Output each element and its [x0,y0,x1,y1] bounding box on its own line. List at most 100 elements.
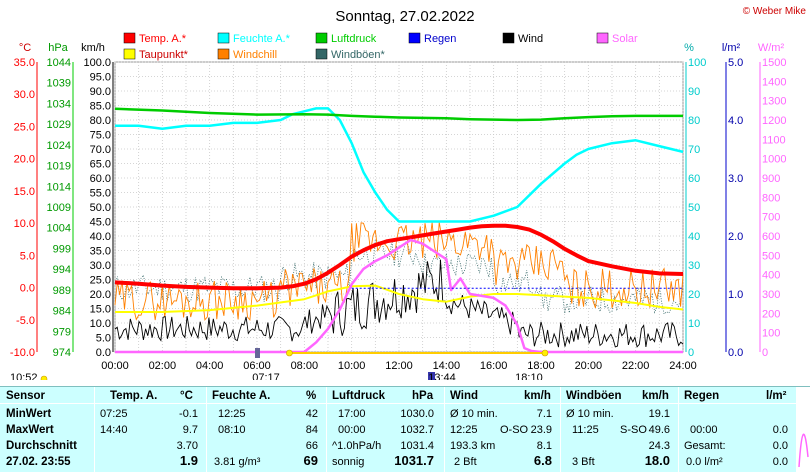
press-trend: ^1.0hPa/h [332,440,382,452]
hum-tick-label: 60 [688,173,700,185]
press-tick-label: 979 [53,326,71,338]
current-timestamp: 27.02. 23:55 [6,456,71,468]
x-tick-label: 24:00 [669,360,697,372]
avg-gust-value: 24.3 [648,440,670,452]
press-tick-label: 1029 [47,119,71,131]
stats-table: Sensor Temp. A. °C Feuchte A. % Luftdruc… [0,386,810,472]
moon-time: 13:44 [428,372,456,380]
header-rain: Regen [684,390,720,402]
solar-tick-label: 500 [762,250,780,262]
x-tick-label: 04:00 [196,360,224,372]
min-temp-value: -0.1 [179,408,198,420]
temp-tick-label: -5.0 [16,315,35,327]
max-temp-time: 14:40 [100,424,128,436]
temp-tick-label: -10.0 [10,347,35,359]
wind-tick-label: 50.0 [90,202,111,214]
press-tick-label: 999 [53,243,71,255]
wind-axis-title: km/h [81,42,105,54]
press-tick-label: 1019 [47,161,71,173]
press-tick-label: 1039 [47,78,71,90]
chart-axes: 35.0 30.0 25.0 20.0 15.0 10.0 5.0 0.0 -5.0 -10.0 1… [10,57,787,372]
x-tick-label: 08:00 [291,360,319,372]
max-gust-value: 49.6 [648,424,670,436]
wind-tick-label: 80.0 [90,115,111,127]
header-hum: Feuchte A. [212,390,271,402]
avg-press-value: 1031.4 [400,440,434,452]
solar-tick-label: 300 [762,289,780,301]
solar-tick-label: 600 [762,231,780,243]
temp-tick-label: 25.0 [14,121,35,133]
wind-tick-label: 85.0 [90,101,111,113]
hum-axis-title: % [684,42,694,54]
hum-tick-label: 20 [688,289,700,301]
min-wind-value: 7.1 [536,408,552,420]
series-solar [115,238,683,354]
solar-tick-label: 1300 [762,96,786,108]
min-temp-time: 07:25 [100,408,128,420]
legend-swatch [596,32,609,44]
header-temp-unit: °C [180,390,193,402]
sunset-time: 18:10 [515,372,543,380]
max-press-time: 00:00 [338,424,366,436]
legend-label: Taupunkt* [139,49,189,61]
max-press-value: 1032.7 [400,424,434,436]
sunrise-icon [286,349,293,357]
weather-condition: sonnig [332,456,365,468]
max-gust-time: 11:25 [572,424,599,436]
header-press-unit: hPa [412,390,434,402]
wind-tick-label: 35.0 [90,246,111,258]
x-tick-label: 14:00 [433,360,461,372]
min-gust-note: Ø 10 min. [566,408,614,420]
legend-label: Windböen* [331,49,386,61]
legend-label: Wind [518,33,543,45]
wind-tick-label: 55.0 [90,188,111,200]
max-wind-direction: O-SO [500,424,529,436]
legend-label: Regen [424,33,456,45]
wind-tick-label: 15.0 [90,304,111,316]
solar-tick-label: 1000 [762,154,786,166]
solar-tick-label: 0 [762,347,768,359]
max-wind-time: 12:25 [450,424,478,436]
series-taupunkt [115,284,684,313]
wind-tick-label: 95.0 [90,72,111,84]
credit-text: © Weber Mike [743,6,807,17]
header-press: Luftdruck [332,390,386,402]
min-press-time: 17:00 [338,408,366,420]
rain-tick-label: 3.0 [728,173,743,185]
press-tick-label: 1024 [47,140,71,152]
wind-tick-label: 10.0 [90,318,111,330]
solar-tick-label: 800 [762,192,780,204]
avg-hum-value: 66 [305,440,318,452]
wind-tick-label: 5.0 [96,333,111,345]
press-axis-title: hPa [48,42,68,54]
x-tick-label: 02:00 [149,360,177,372]
current-hum-value: 69 [303,453,318,468]
solar-tick-label: 1100 [762,134,786,146]
legend-label: Temp. A.* [139,33,187,45]
weather-chart: Sonntag, 27.02.2022 © Weber Mike °C hPa … [10,6,807,380]
press-tick-label: 1044 [47,57,71,69]
hum-tick-label: 90 [688,86,700,98]
header-gust: Windböen [566,390,622,402]
current-gust-value: 18.0 [644,453,670,468]
sun-markers: 07:17 18:10 10:52 13:44 [10,348,549,380]
rain-tick-label: 5.0 [728,57,743,69]
solar-tick-label: 1500 [762,57,786,69]
series-luftdruck [114,107,683,122]
max-gust-direction: S-SO [620,424,647,436]
solar-tick-label: 700 [762,212,780,224]
temp-tick-label: 15.0 [14,186,35,198]
max-wind-value: 23.9 [530,424,552,436]
now-sun-icon [40,375,48,380]
hum-tick-label: 80 [688,115,700,127]
chart-canvas: Sonntag, 27.02.2022 © Weber Mike °C hPa … [10,6,807,380]
press-tick-label: 1014 [47,181,71,193]
legend-label: Solar [612,33,638,45]
press-tick-label: 984 [53,306,71,318]
x-tick-label: 16:00 [480,360,508,372]
row-label-min: MinWert [6,408,52,420]
legend-swatch [123,48,136,60]
x-tick-label: 18:00 [527,360,555,372]
current-press-value: 1031.7 [394,453,434,468]
solar-axis-title: W/m² [758,42,785,54]
